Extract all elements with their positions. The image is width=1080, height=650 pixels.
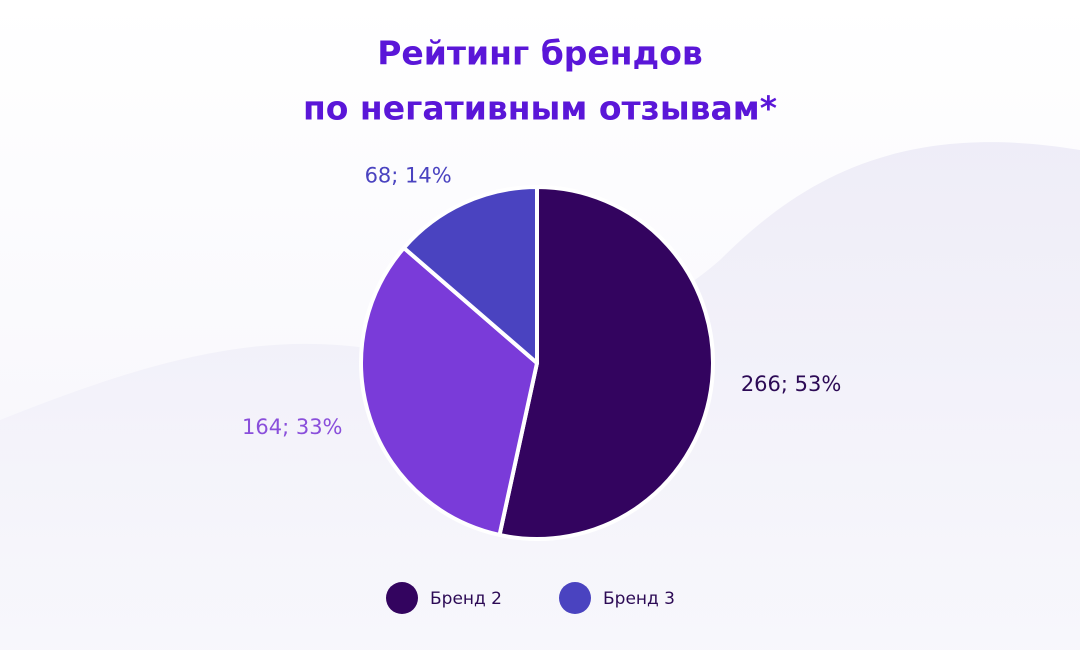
legend-marker bbox=[386, 582, 418, 614]
value-label: 266; 53% bbox=[741, 372, 842, 396]
pie-slice bbox=[359, 245, 539, 537]
legend-label: Бренд 2 bbox=[430, 589, 502, 609]
value-label: 164; 33% bbox=[242, 415, 343, 439]
legend-marker bbox=[559, 582, 591, 614]
pie-slice bbox=[497, 185, 715, 541]
pie: 266; 53% 164; 33% 68; 14% bbox=[242, 164, 842, 541]
chart-title: Рейтинг брендов bbox=[377, 34, 703, 73]
legend-label: Бренд 3 bbox=[603, 589, 675, 609]
legend: Бренд 2 Бренд 3 bbox=[386, 582, 675, 614]
chart-title: по негативным отзывам* bbox=[303, 89, 777, 128]
value-label: 68; 14% bbox=[365, 164, 452, 188]
pie-slice bbox=[401, 185, 539, 365]
